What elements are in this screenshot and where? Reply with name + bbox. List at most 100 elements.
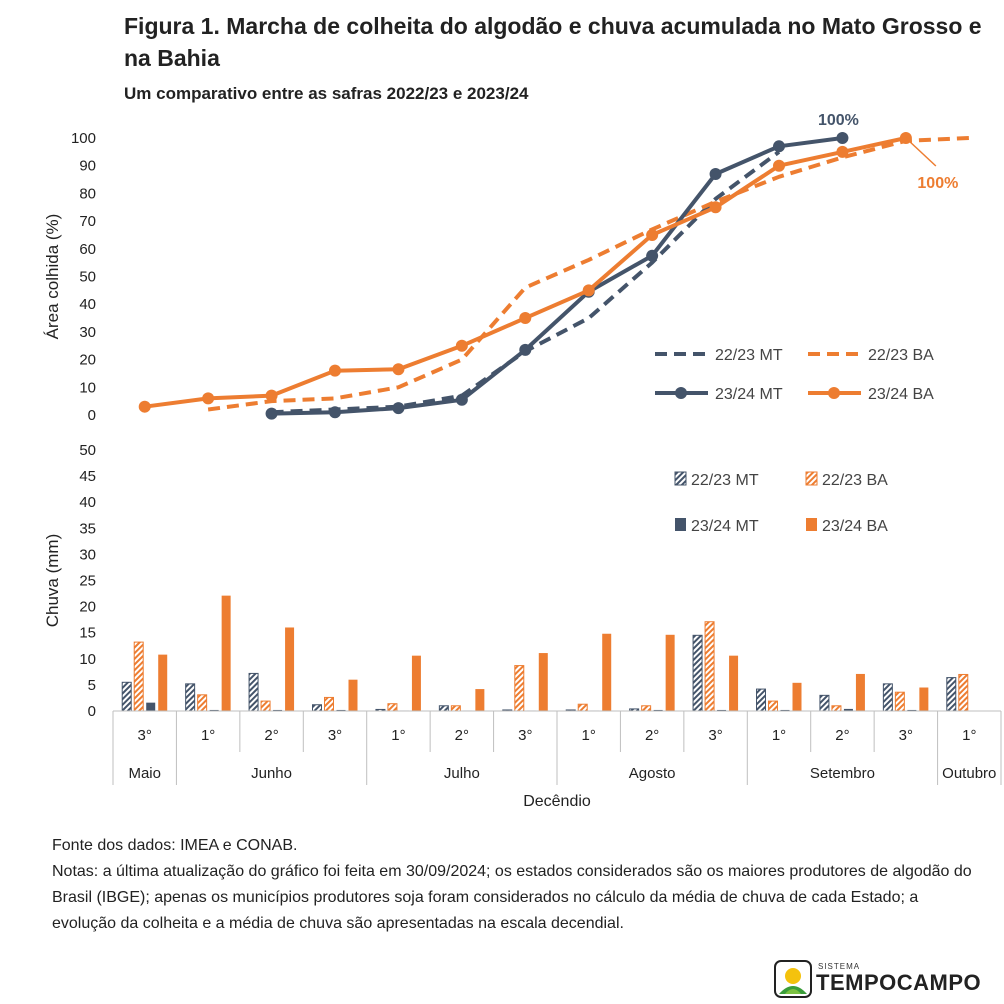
bar-y-tick-label: 10	[79, 651, 96, 668]
rain-bar	[958, 673, 969, 712]
bar-legend-label: 22/23 BA	[822, 472, 888, 489]
line-point	[836, 145, 849, 158]
figure-title: Figura 1. Marcha de colheita do algodão …	[124, 13, 982, 71]
line-legend-label: 22/23 MT	[715, 347, 783, 364]
rain-bar	[185, 683, 196, 712]
rain-bar	[158, 654, 168, 711]
line-y-axis-label: Área colhida (%)	[43, 214, 62, 340]
bar-y-tick-label: 25	[79, 573, 96, 590]
line-point	[202, 392, 215, 405]
bar-legend-swatch	[675, 518, 686, 531]
rain-bar	[248, 672, 259, 712]
bar-legend-swatch	[806, 518, 817, 531]
line-legend-marker	[675, 387, 687, 399]
line-point	[265, 407, 278, 420]
rain-bar	[704, 621, 715, 712]
rain-bar	[146, 702, 156, 711]
notes-text: Notas: a última atualização do gráfico f…	[52, 863, 972, 932]
rain-bar	[438, 705, 449, 712]
line-point	[455, 393, 468, 406]
bar-y-tick-label: 20	[79, 599, 96, 616]
line-y-tick-label: 20	[79, 352, 96, 369]
footer-notes: Fonte dos dados: IMEA e CONAB. Notas: a …	[52, 833, 982, 937]
decendio-label: 1°	[582, 727, 596, 744]
annotation-mt-100: 100%	[818, 112, 859, 129]
bar-x-axis-label: Decêndio	[523, 793, 591, 810]
rain-bar	[273, 709, 283, 711]
line-point	[392, 402, 405, 415]
figure-subtitle: Um comparativo entre as safras 2022/23 e…	[124, 84, 529, 103]
rain-bar	[665, 634, 675, 711]
month-label: Setembro	[810, 765, 875, 782]
source-text: Fonte dos dados: IMEA e CONAB.	[52, 837, 298, 854]
annotation-ba-100: 100%	[917, 175, 958, 192]
line-point	[265, 389, 278, 402]
line-point	[519, 343, 532, 356]
month-label: Maio	[128, 765, 161, 782]
rain-bar	[133, 641, 144, 712]
rain-bar	[336, 709, 346, 711]
logo-small-text: SISTEMA	[818, 962, 861, 971]
rain-bar	[894, 691, 905, 712]
line-point	[646, 228, 659, 241]
rain-bar	[641, 705, 652, 712]
rain-bar-chart: 0 5 10 15 20 25 30 35 40 45 50 Chuva (mm) 3° 1° 2° 3° 1°…	[43, 442, 1002, 810]
line-y-tick-label: 90	[79, 158, 96, 175]
decendio-label: 2°	[645, 727, 659, 744]
decendio-label: 2°	[835, 727, 849, 744]
bar-y-tick-label: 0	[88, 703, 96, 720]
rain-bar	[717, 709, 727, 711]
rain-bar	[756, 688, 766, 712]
bar-legend-label: 23/24 BA	[822, 518, 888, 535]
rain-bar	[577, 703, 588, 712]
rain-bar	[348, 679, 358, 711]
line-y-tick-label: 60	[79, 241, 96, 258]
line-series-23-24-ba	[144, 136, 907, 409]
line-point	[646, 249, 659, 262]
rain-bar	[855, 673, 865, 711]
bar-y-tick-label: 30	[79, 546, 96, 563]
line-y-tick-label: 50	[79, 269, 96, 286]
decendio-label: 3°	[899, 727, 913, 744]
rain-bar	[780, 709, 790, 711]
decendio-label: 1°	[772, 727, 786, 744]
bar-legend-label: 22/23 MT	[691, 472, 759, 489]
bar-y-tick-label: 35	[79, 520, 96, 537]
line-legend-label: 23/24 BA	[868, 386, 934, 403]
logo-icon	[774, 960, 812, 998]
line-point	[709, 201, 722, 214]
rain-bar	[792, 682, 802, 711]
logo-main-text: TEMPOCAMPO	[816, 970, 982, 995]
rain-bar	[514, 665, 525, 712]
bar-legend-label: 23/24 MT	[691, 518, 759, 535]
bar-y-tick-label: 15	[79, 625, 96, 642]
rain-bar	[312, 704, 322, 712]
rain-bar	[475, 689, 485, 711]
bar-legend-swatch	[674, 471, 687, 486]
line-y-tick-label: 100	[71, 130, 96, 147]
annotation-ba-leader	[905, 137, 937, 167]
bar-y-tick-label: 50	[79, 442, 96, 459]
line-series-22-23-ba	[207, 136, 970, 412]
rain-bar	[919, 687, 929, 711]
line-point	[773, 159, 785, 172]
rain-bar	[324, 696, 334, 712]
line-y-tick-label: 80	[79, 185, 96, 202]
rain-bar	[285, 627, 295, 711]
tempocampo-logo: SISTEMA TEMPOCAMPO	[774, 960, 984, 1000]
rain-bar	[907, 709, 917, 711]
rain-bar	[729, 655, 739, 711]
decendio-label: 1°	[962, 727, 976, 744]
line-y-tick-label: 70	[79, 213, 96, 230]
line-legend-label: 22/23 BA	[868, 347, 934, 364]
decendio-label: 3°	[328, 727, 342, 744]
rain-bar	[209, 709, 219, 711]
line-y-tick-label: 10	[79, 379, 96, 396]
rain-bar	[653, 709, 663, 711]
decendio-label: 3°	[708, 727, 722, 744]
rain-bar	[946, 677, 957, 712]
line-point	[138, 400, 151, 413]
bar-y-tick-label: 45	[79, 468, 96, 485]
month-label: Junho	[251, 765, 292, 782]
